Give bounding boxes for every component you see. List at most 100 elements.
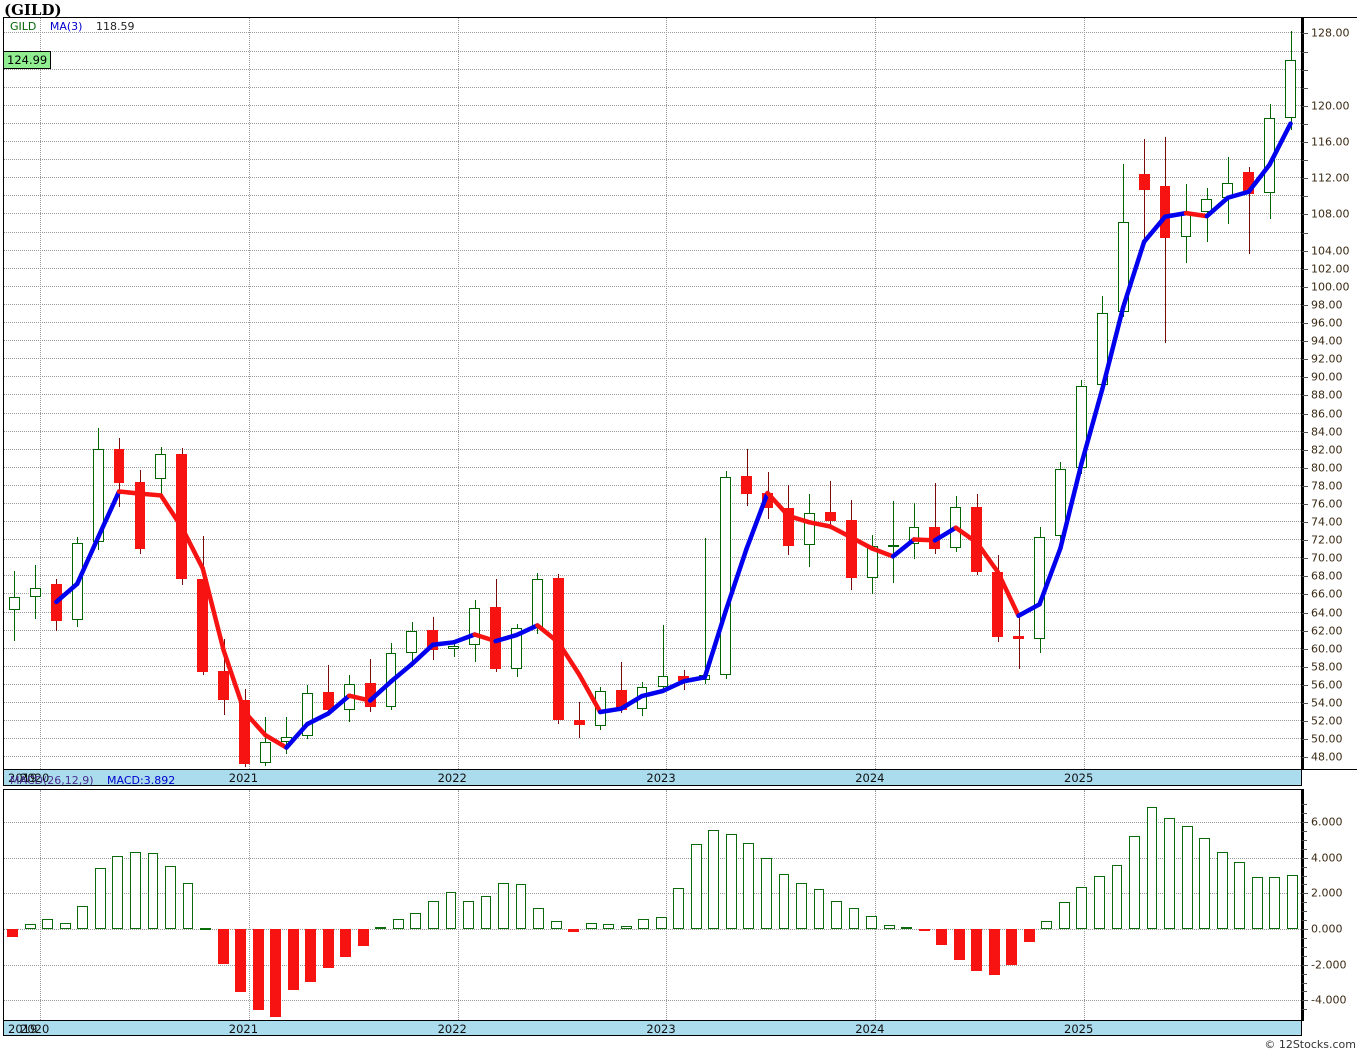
ma-segment xyxy=(74,535,101,587)
macd-bar xyxy=(340,929,352,957)
price-axis-label: 50.00 xyxy=(1311,732,1343,746)
axis-tick xyxy=(1302,822,1308,824)
ma-segment xyxy=(597,706,624,715)
gridline-horizontal xyxy=(4,177,1301,179)
candle-body xyxy=(239,700,250,764)
ma-segment xyxy=(639,688,666,699)
gridline-vertical xyxy=(666,18,668,769)
macd-bar xyxy=(778,873,790,930)
price-legend: GILD MA(3) 118.59 xyxy=(10,20,134,33)
price-chart-panel[interactable]: GILD MA(3) 118.59 xyxy=(3,17,1302,770)
macd-bar xyxy=(690,844,702,930)
ma-segment xyxy=(974,540,1000,574)
gridline-horizontal xyxy=(4,575,1301,577)
axis-tick xyxy=(1302,69,1308,71)
ma-segment xyxy=(911,537,938,543)
macd-bar xyxy=(603,923,615,930)
axis-tick xyxy=(1302,123,1308,125)
price-axis-label: 92.00 xyxy=(1311,352,1343,366)
gridline-horizontal xyxy=(4,1000,1301,1002)
date-axis-label: 2024 xyxy=(855,771,885,785)
macd-bar xyxy=(1076,887,1088,930)
macd-bar xyxy=(585,922,597,930)
candle-body xyxy=(824,512,836,522)
ma-segment xyxy=(869,546,896,559)
macd-bar xyxy=(515,883,527,930)
macd-bar xyxy=(1164,817,1175,930)
gridline-horizontal xyxy=(4,285,1301,288)
ma-segment xyxy=(1100,304,1126,392)
gridline-horizontal xyxy=(4,484,1301,487)
candle-body xyxy=(783,508,794,546)
macd-bar xyxy=(901,927,913,930)
gridline-vertical xyxy=(248,790,251,1020)
macd-bar xyxy=(130,851,141,930)
gridline-horizontal xyxy=(4,213,1301,215)
macd-bar xyxy=(270,929,282,1018)
gridline-horizontal xyxy=(4,394,1301,396)
ma-segment xyxy=(1079,387,1105,467)
macd-bar xyxy=(182,882,194,930)
ma-segment xyxy=(1141,214,1168,245)
candle-wick xyxy=(286,717,287,754)
candle-body xyxy=(1138,173,1150,190)
ma-segment xyxy=(305,711,331,727)
macd-bar xyxy=(463,901,474,930)
price-axis-label: 66.00 xyxy=(1311,587,1343,601)
macd-bar xyxy=(305,929,317,982)
gridline-vertical xyxy=(666,790,668,1020)
ma-segment xyxy=(577,672,603,715)
ma-segment xyxy=(1183,210,1210,219)
macd-bar xyxy=(550,921,562,930)
macd-bar xyxy=(743,843,755,930)
axis-tick xyxy=(1302,558,1308,560)
candle-wick xyxy=(621,662,622,713)
macd-bar xyxy=(1251,877,1263,930)
gridline-horizontal xyxy=(4,665,1301,668)
candle-wick xyxy=(705,538,706,684)
ma-segment xyxy=(1120,239,1147,310)
date-axis-label: 2019 xyxy=(8,1022,38,1036)
macd-bar xyxy=(42,919,54,930)
ma-segment xyxy=(681,675,708,684)
date-axis-top: 2019 2020 2021 2022 2023 2024 2025 xyxy=(3,770,1302,786)
gridline-horizontal xyxy=(4,448,1301,451)
macd-bar xyxy=(655,917,667,930)
ma-segment xyxy=(890,537,917,559)
candle-body xyxy=(301,692,313,737)
macd-bar xyxy=(568,929,580,932)
axis-tick xyxy=(1302,630,1308,632)
axis-tick-minor xyxy=(1302,1009,1307,1011)
ma-segment xyxy=(828,524,854,540)
ma-segment xyxy=(1016,602,1042,619)
ma-segment xyxy=(618,693,645,711)
axis-tick xyxy=(1302,449,1308,451)
date-axis-label: 2025 xyxy=(1064,771,1094,785)
candle-body xyxy=(1013,635,1025,639)
ma-segment xyxy=(451,632,477,645)
macd-bar xyxy=(1181,825,1193,930)
macd-bar xyxy=(883,924,895,930)
gridline-horizontal xyxy=(4,376,1301,378)
axis-tick-minor xyxy=(1302,866,1307,868)
ma-segment xyxy=(221,648,247,715)
macd-chart-panel[interactable]: MACD(26,12,9) MACD:3.892 xyxy=(3,774,1302,1021)
macd-bar xyxy=(427,901,439,930)
price-axis-label: 62.00 xyxy=(1311,624,1343,638)
price-axis-label: 72.00 xyxy=(1311,533,1343,547)
axis-tick xyxy=(1302,612,1308,614)
axis-tick-minor xyxy=(1302,804,1307,806)
macd-bar xyxy=(200,928,211,931)
gridline-horizontal xyxy=(4,32,1301,34)
gridline-horizontal xyxy=(4,159,1301,161)
ma-segment xyxy=(514,623,540,638)
gridline-horizontal xyxy=(4,857,1301,860)
macd-bar xyxy=(866,915,877,930)
gridline-vertical xyxy=(248,18,251,769)
axis-tick xyxy=(1302,87,1308,89)
candle-body xyxy=(134,482,146,550)
gridline-horizontal xyxy=(4,647,1301,650)
price-axis-label: 52.00 xyxy=(1311,714,1343,728)
candle-wick xyxy=(935,483,936,554)
macd-bar xyxy=(971,929,983,971)
